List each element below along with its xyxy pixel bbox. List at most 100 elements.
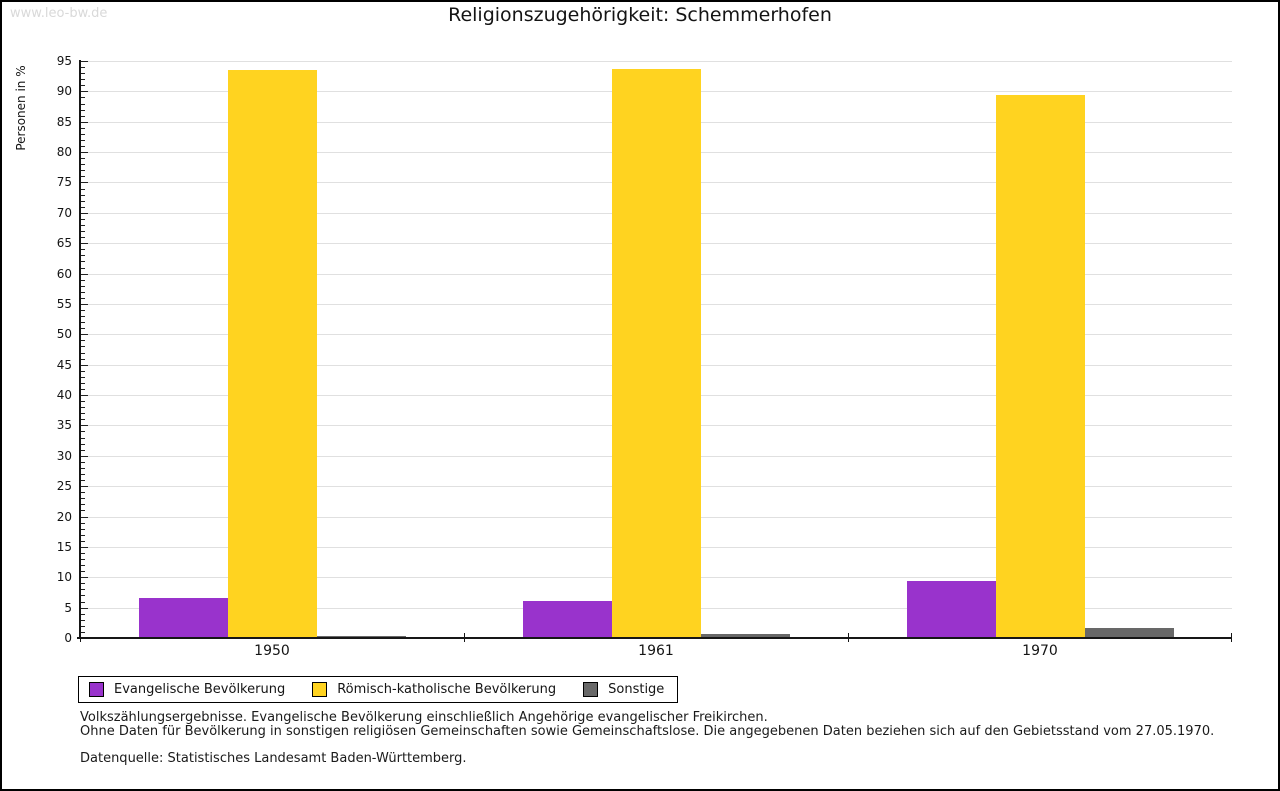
- y-axis-label-0: 0: [64, 631, 72, 645]
- y-minor-tick-59: [81, 279, 85, 281]
- y-minor-tick-12: [81, 565, 85, 567]
- y-major-tick-55: [81, 303, 88, 305]
- y-axis-label-85: 85: [56, 114, 72, 129]
- y-minor-tick-64: [81, 249, 85, 251]
- y-major-tick-5: [81, 607, 88, 609]
- y-minor-tick-58: [81, 285, 85, 287]
- y-minor-tick-17: [81, 534, 85, 536]
- y-minor-tick-29: [81, 461, 85, 463]
- y-minor-tick-19: [81, 522, 85, 524]
- y-minor-tick-4: [81, 613, 85, 615]
- site-watermark: www.leo-bw.de: [10, 6, 108, 21]
- footnote-line-1: Volkszählungsergebnisse. Evangelische Be…: [80, 710, 768, 725]
- legend-label: Römisch-katholische Bevölkerung: [337, 682, 557, 697]
- y-minor-tick-48: [81, 346, 85, 348]
- legend-item-evangelisch: Evangelische Bevölkerung: [89, 682, 285, 697]
- y-axis-label-95: 95: [56, 54, 72, 68]
- y-minor-tick-18: [81, 528, 85, 530]
- x-boundary-tick-0: [80, 633, 81, 642]
- y-axis-label-20: 20: [56, 509, 72, 524]
- gridline-95: [80, 61, 1232, 62]
- x-axis-label-1970: 1970: [1022, 643, 1058, 659]
- y-minor-tick-89: [81, 97, 85, 99]
- legend-swatch-icon: [312, 682, 328, 697]
- y-minor-tick-28: [81, 467, 85, 469]
- y-minor-tick-23: [81, 498, 85, 500]
- y-major-tick-10: [81, 577, 88, 579]
- y-major-tick-40: [81, 395, 88, 397]
- y-minor-tick-93: [81, 73, 85, 75]
- y-minor-tick-81: [81, 146, 85, 148]
- y-minor-tick-74: [81, 188, 85, 190]
- y-minor-tick-62: [81, 261, 85, 263]
- y-axis-label-60: 60: [56, 266, 72, 281]
- y-minor-tick-39: [81, 401, 85, 403]
- y-minor-tick-91: [81, 85, 85, 87]
- y-axis-label-40: 40: [56, 388, 72, 403]
- y-axis-label-90: 90: [56, 84, 72, 99]
- y-minor-tick-51: [81, 328, 85, 330]
- y-axis-label-5: 5: [64, 600, 72, 615]
- y-minor-tick-86: [81, 115, 85, 117]
- y-axis-title: Personen in %: [14, 65, 28, 151]
- x-axis-label-1961: 1961: [638, 643, 674, 659]
- y-axis-label-75: 75: [56, 175, 72, 190]
- y-minor-tick-63: [81, 255, 85, 257]
- x-boundary-tick-1: [464, 633, 465, 642]
- y-minor-tick-87: [81, 109, 85, 111]
- legend-item-katholisch: Römisch-katholische Bevölkerung: [312, 682, 556, 697]
- y-axis-label-50: 50: [56, 327, 72, 342]
- x-axis-line: [77, 637, 1232, 639]
- y-minor-tick-42: [81, 382, 85, 384]
- x-boundary-tick-3: [1231, 633, 1232, 642]
- y-minor-tick-78: [81, 164, 85, 166]
- y-minor-tick-94: [81, 67, 85, 69]
- legend-swatch-icon: [583, 682, 599, 697]
- y-minor-tick-79: [81, 158, 85, 160]
- legend-item-sonstige: Sonstige: [583, 682, 664, 697]
- y-major-tick-65: [81, 243, 88, 245]
- y-axis-label-15: 15: [56, 539, 72, 554]
- y-minor-tick-36: [81, 419, 85, 421]
- legend-swatch-icon: [89, 682, 104, 697]
- y-minor-tick-27: [81, 474, 85, 475]
- y-major-tick-20: [81, 516, 88, 518]
- y-minor-tick-49: [81, 340, 85, 342]
- bar-1970-katholisch: [995, 95, 1085, 637]
- y-minor-tick-54: [81, 310, 85, 312]
- bar-1950-evangelisch: [138, 598, 228, 637]
- bar-1950-sonstige: [316, 635, 406, 637]
- y-minor-tick-69: [81, 218, 85, 220]
- y-minor-tick-43: [81, 376, 85, 378]
- y-minor-tick-6: [81, 601, 85, 603]
- x-boundary-tick-2: [848, 633, 849, 642]
- y-major-tick-25: [81, 486, 88, 488]
- bar-1970-sonstige: [1084, 627, 1174, 637]
- x-axis-label-1950: 1950: [254, 643, 290, 659]
- y-minor-tick-73: [81, 194, 85, 196]
- legend-label: Sonstige: [608, 682, 665, 697]
- y-minor-tick-46: [81, 358, 85, 360]
- y-minor-tick-9: [81, 583, 85, 585]
- y-minor-tick-68: [81, 224, 85, 226]
- y-minor-tick-83: [81, 133, 85, 135]
- y-axis-label-55: 55: [56, 296, 72, 311]
- y-minor-tick-88: [81, 103, 85, 105]
- y-minor-tick-16: [81, 540, 85, 542]
- plot-area: [77, 60, 1232, 642]
- y-major-tick-85: [81, 121, 88, 123]
- y-major-tick-35: [81, 425, 88, 427]
- y-minor-tick-26: [81, 480, 85, 482]
- y-minor-tick-22: [81, 504, 85, 506]
- y-minor-tick-44: [81, 370, 85, 372]
- y-minor-tick-53: [81, 316, 85, 318]
- y-minor-tick-57: [81, 291, 85, 293]
- y-minor-tick-1: [81, 631, 85, 633]
- y-major-tick-70: [81, 212, 88, 214]
- bar-1950-katholisch: [227, 70, 317, 637]
- y-major-tick-90: [81, 91, 88, 93]
- y-major-tick-50: [81, 334, 88, 336]
- y-minor-tick-77: [81, 170, 85, 172]
- y-minor-tick-24: [81, 492, 85, 494]
